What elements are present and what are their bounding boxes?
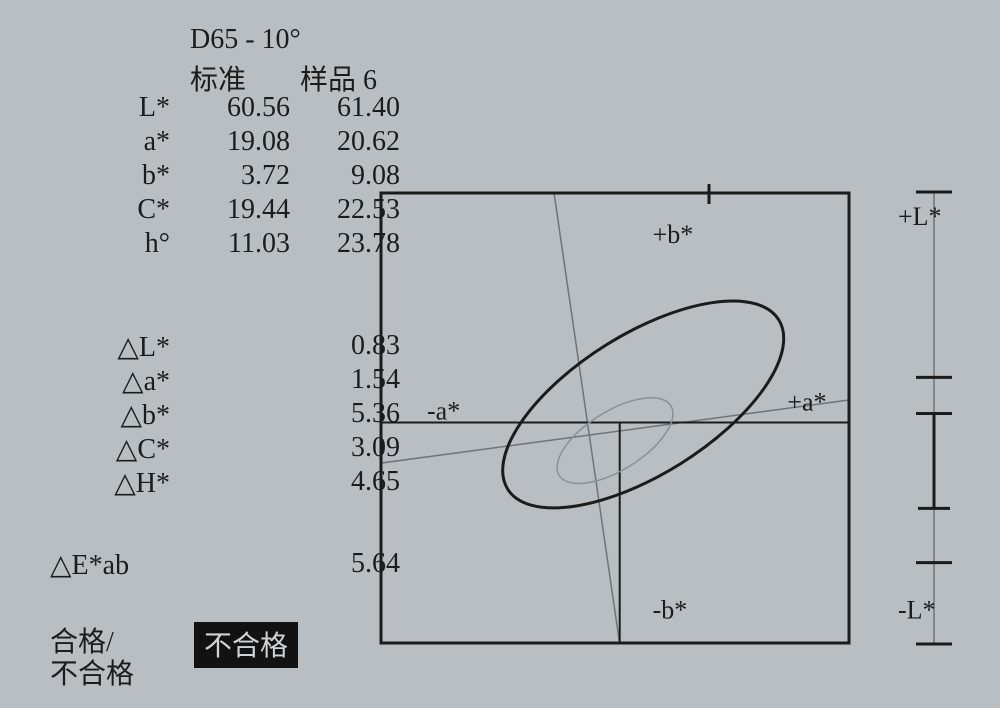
delta-eab-label: △E*ab — [50, 548, 200, 582]
delta-row-label: △H* — [50, 466, 170, 500]
tolerance-ellipse-inner — [544, 381, 687, 501]
table-row-std: 11.03 — [190, 228, 290, 260]
l-axis-label-neg: -L* — [898, 595, 936, 624]
tolerance-ellipse — [471, 260, 816, 548]
axis-label-pos-b: +b* — [653, 220, 694, 249]
table-row-std: 19.08 — [190, 126, 290, 158]
table-row-label: b* — [80, 160, 170, 192]
axis-label-pos-a: +a* — [787, 387, 826, 416]
color-space-svg: +b* -b* -a* +a* — [380, 192, 850, 644]
delta-row-label: △L* — [50, 330, 170, 364]
table-row-std: 60.56 — [190, 92, 290, 124]
result-verdict: 不合格 — [194, 622, 298, 668]
table-row-label: C* — [80, 194, 170, 226]
l-axis-bar: +L* -L* — [890, 192, 970, 644]
delta-row-label: △a* — [50, 364, 170, 398]
table-row-smp: 20.62 — [300, 126, 400, 158]
illuminant-observer: D65 - 10° — [190, 24, 450, 56]
table-row-label: a* — [80, 126, 170, 158]
l-axis-label-pos: +L* — [898, 202, 942, 231]
color-space-chart: +b* -b* -a* +a* — [380, 192, 850, 644]
axis-label-neg-b: -b* — [653, 595, 688, 624]
delta-row-label: △C* — [50, 432, 170, 466]
table-row-std: 3.72 — [190, 160, 290, 192]
chart-line-0 — [554, 192, 620, 644]
l-axis-svg: +L* -L* — [890, 192, 970, 644]
axis-label-neg-a: -a* — [427, 396, 460, 425]
table-row-std: 19.44 — [190, 194, 290, 226]
result-label-line2: 不合格 — [50, 652, 190, 692]
table-row-smp: 9.08 — [300, 160, 400, 192]
table-row-smp: 61.40 — [300, 92, 400, 124]
table-row-label: L* — [80, 92, 170, 124]
table-row-label: h° — [80, 228, 170, 260]
delta-row-label: △b* — [50, 398, 170, 432]
